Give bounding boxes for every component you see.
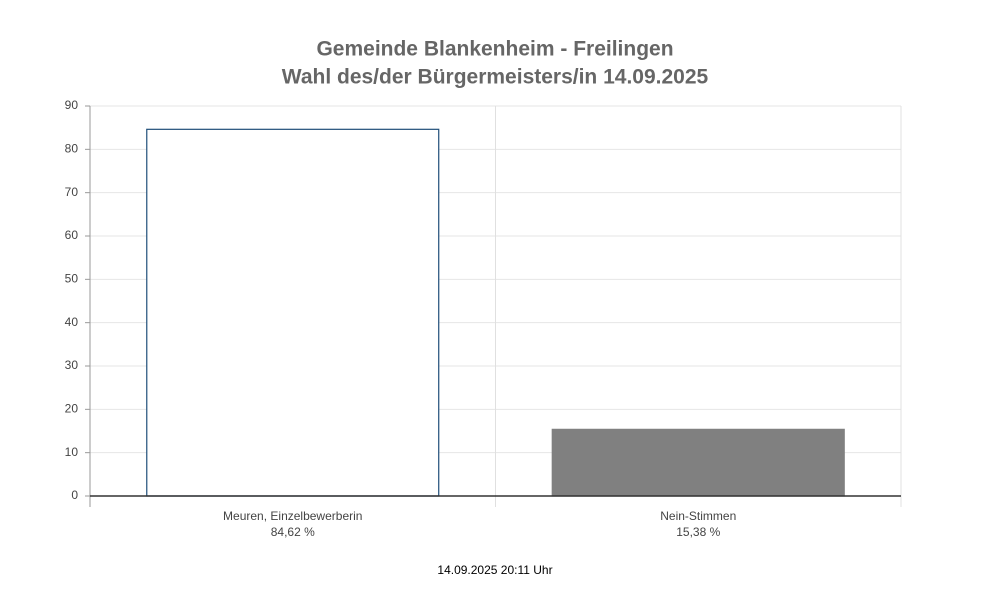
y-tick-label: 50 bbox=[65, 272, 79, 286]
chart-subtitle: Wahl des/der Bürgermeisters/in 14.09.202… bbox=[282, 66, 709, 89]
y-tick-label: 10 bbox=[65, 445, 79, 459]
y-tick-label: 0 bbox=[71, 488, 78, 502]
y-tick-label: 20 bbox=[65, 402, 79, 416]
y-tick-label: 60 bbox=[65, 228, 79, 242]
value-label: 84,62 % bbox=[271, 525, 315, 539]
y-tick-label: 40 bbox=[65, 315, 79, 329]
x-tick-label: Nein-Stimmen bbox=[660, 509, 736, 523]
y-tick-label: 80 bbox=[65, 142, 79, 156]
value-label: 15,38 % bbox=[676, 525, 720, 539]
y-tick-label: 90 bbox=[65, 98, 79, 112]
y-tick-label: 70 bbox=[65, 185, 79, 199]
x-tick-label: Meuren, Einzelbewerberin bbox=[223, 509, 362, 523]
bar bbox=[551, 428, 845, 497]
chart-title: Gemeinde Blankenheim - Freilingen bbox=[316, 38, 673, 61]
y-tick-label: 30 bbox=[65, 358, 79, 372]
bar bbox=[146, 128, 440, 497]
footnote: 14.09.2025 20:11 Uhr bbox=[437, 563, 552, 577]
